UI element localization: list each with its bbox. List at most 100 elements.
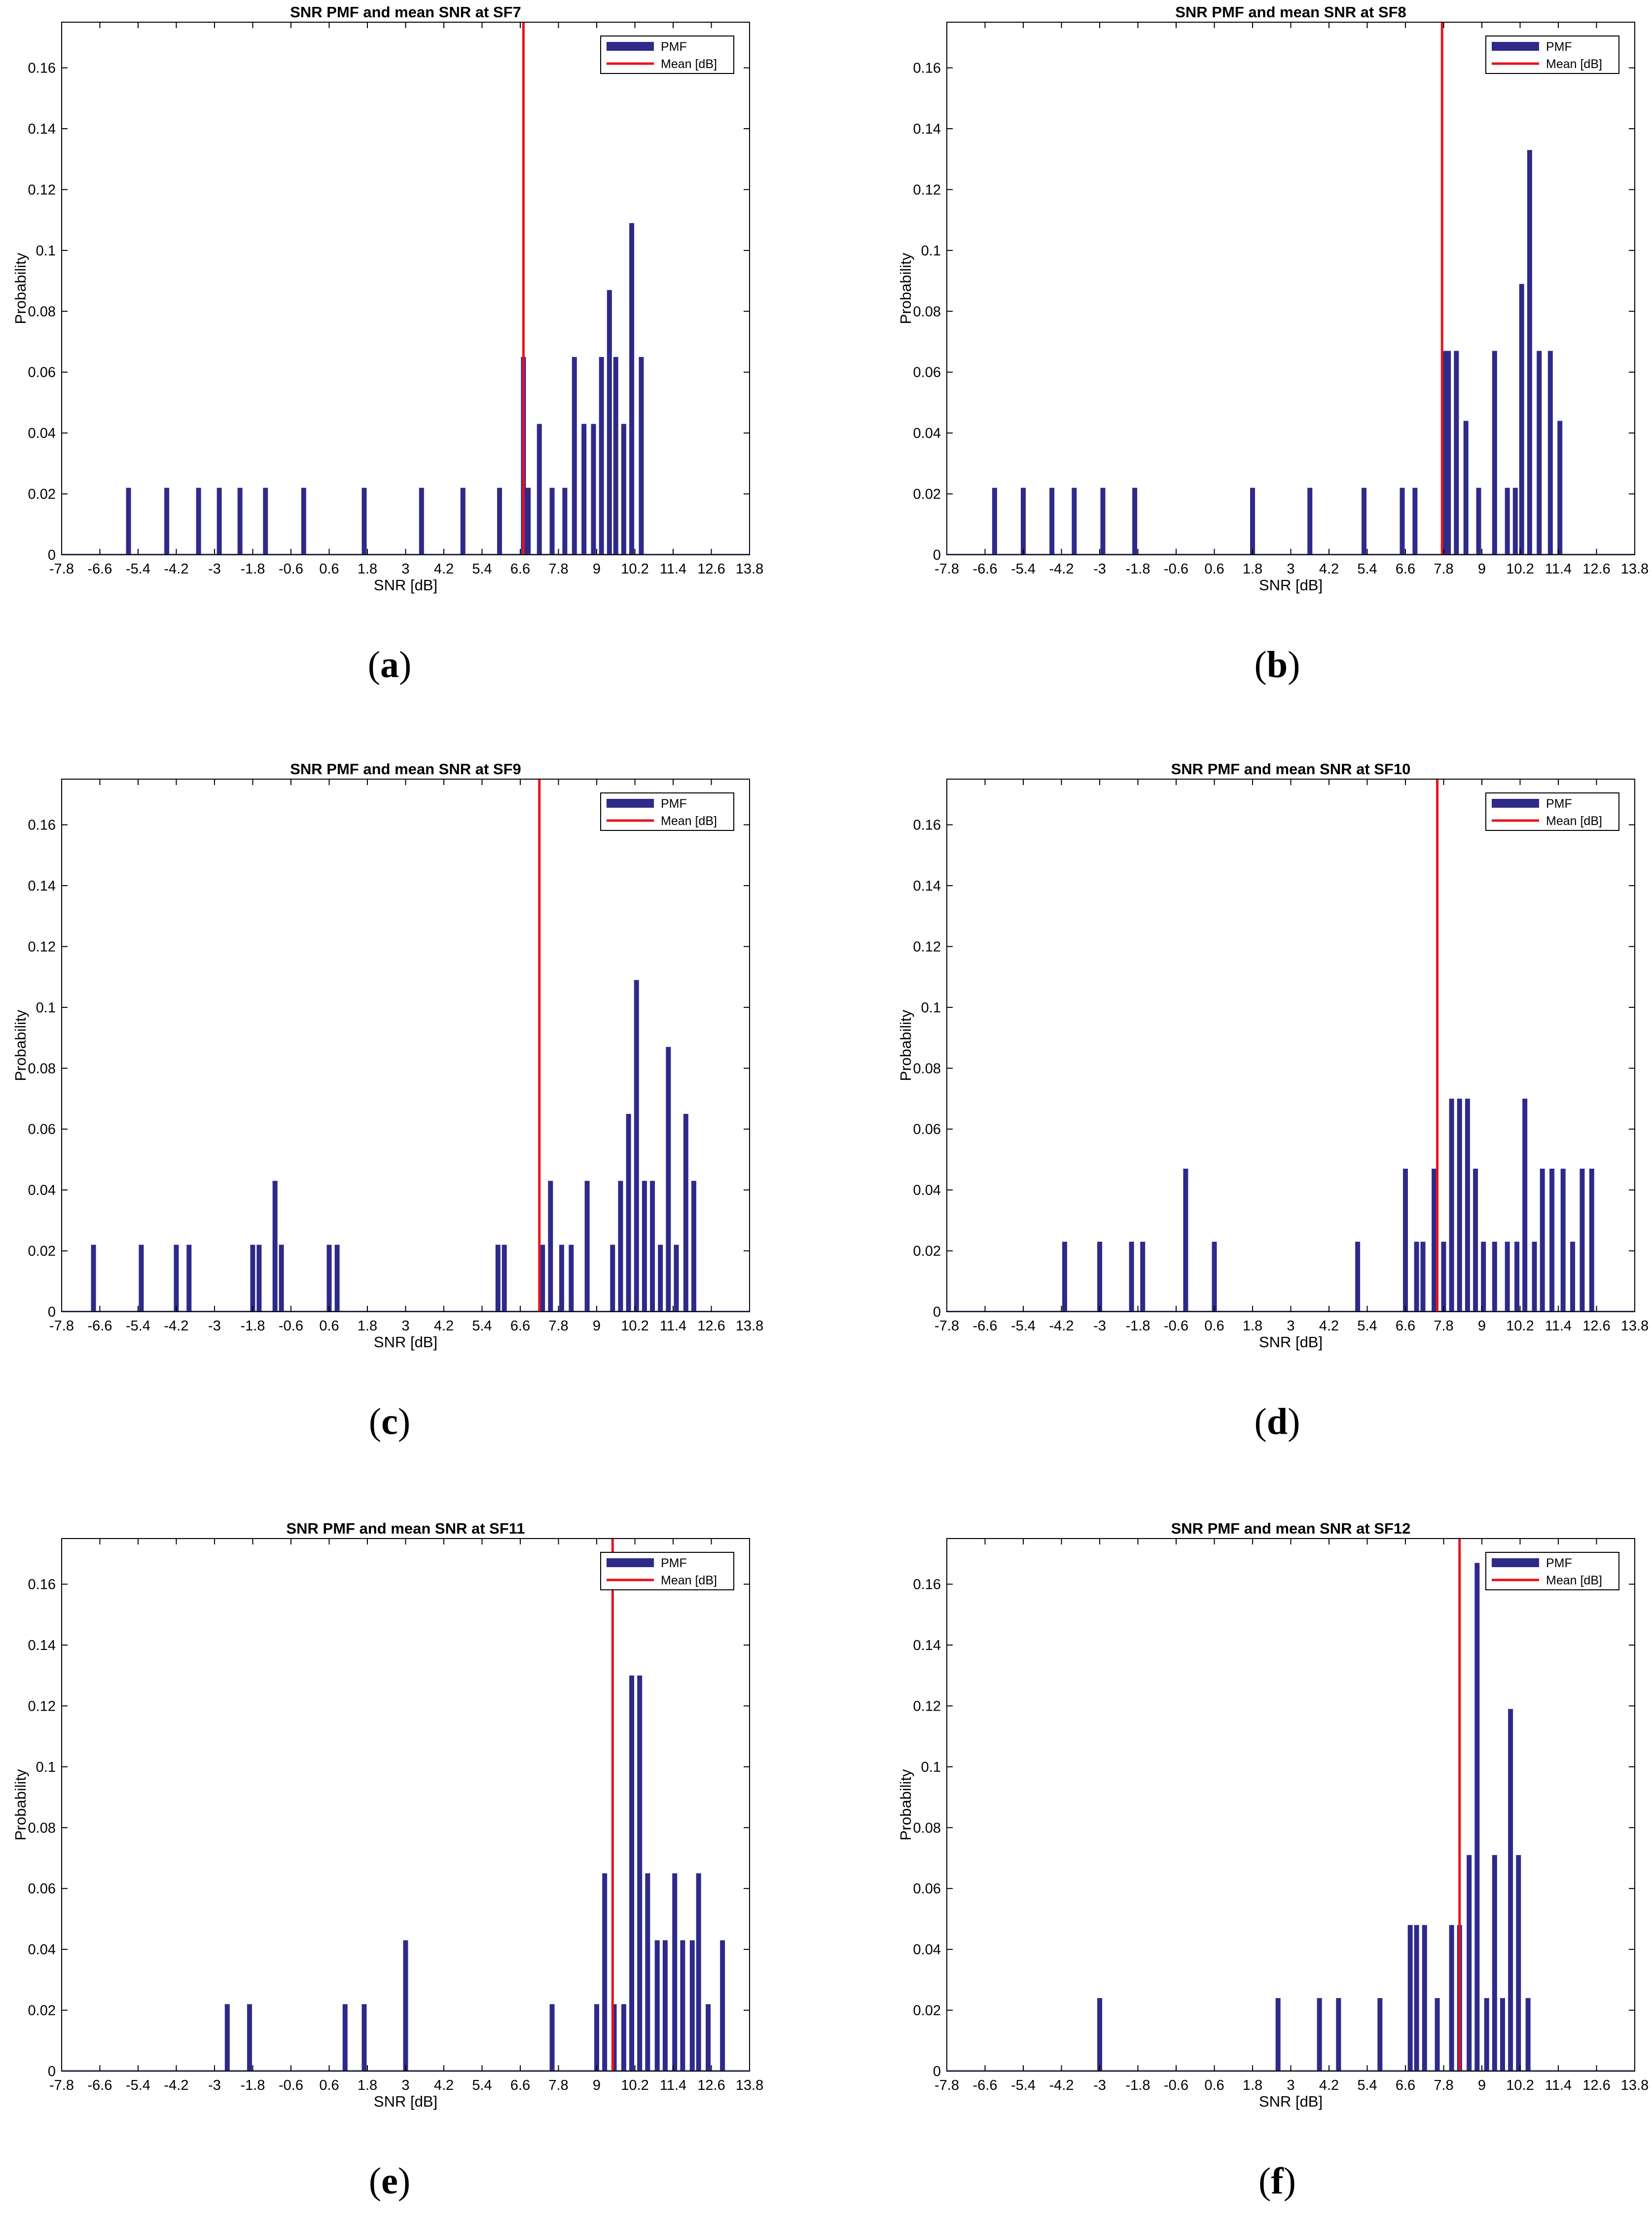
y-tick-label: 0.1 xyxy=(921,1000,941,1016)
x-tick-label: 12.6 xyxy=(1582,2078,1610,2093)
x-tick-label: 10.2 xyxy=(621,1318,648,1334)
x-tick-label: 7.8 xyxy=(548,1318,568,1334)
x-tick-label: 7.8 xyxy=(548,561,568,577)
pmf-bar xyxy=(1560,1168,1566,1312)
pmf-bar xyxy=(1463,421,1469,555)
x-axis-label: SNR [dB] xyxy=(374,1333,437,1351)
x-tick-label: 0.6 xyxy=(1204,2078,1224,2093)
pmf-bar xyxy=(1476,488,1481,555)
x-tick-label: 7.8 xyxy=(1434,561,1453,577)
pmf-bar xyxy=(584,1181,590,1312)
x-tick-label: 13.8 xyxy=(736,1318,763,1334)
y-tick-label: 0.06 xyxy=(913,365,941,381)
pmf-bar xyxy=(403,1940,408,2071)
x-tick-label: -1.8 xyxy=(1126,2078,1150,2093)
pmf-bar xyxy=(629,223,635,555)
pmf-bar xyxy=(495,1245,501,1312)
x-tick-label: -3 xyxy=(208,561,221,577)
legend-swatch-pmf xyxy=(1492,1558,1539,1567)
chart-title: SNR PMF and mean SNR at SF8 xyxy=(1175,3,1406,21)
pmf-bar xyxy=(639,357,644,555)
pmf-bar xyxy=(1540,1168,1545,1312)
pmf-bar xyxy=(1275,1998,1281,2071)
y-tick-label: 0.06 xyxy=(28,365,56,381)
pmf-bar xyxy=(1522,1099,1528,1312)
chart-c: SNR PMF and mean SNR at SF9-7.8 -6.6 -5.4-… xyxy=(12,760,763,1351)
x-tick-label: 1.8 xyxy=(1243,1318,1262,1334)
x-tick-label: 3 xyxy=(401,2078,409,2093)
pmf-bar xyxy=(1481,1242,1486,1312)
x-tick-label: 4.2 xyxy=(434,561,454,577)
pmf-bar xyxy=(689,1940,695,2071)
x-tick-label: 3 xyxy=(1287,1318,1294,1334)
x-tick-label: 9 xyxy=(1478,2078,1486,2093)
pmf-bar xyxy=(361,488,367,555)
x-tick-label: -5.4 xyxy=(126,561,150,577)
x-tick-label: 10.2 xyxy=(621,2078,648,2093)
y-tick-label: 0.12 xyxy=(913,939,941,955)
x-tick-label: 1.8 xyxy=(358,2078,377,2093)
pmf-bar xyxy=(680,1940,685,2071)
pmf-bar xyxy=(326,1245,332,1312)
pmf-bar xyxy=(1589,1168,1594,1312)
pmf-bar xyxy=(1505,488,1510,555)
pmf-bar xyxy=(1537,351,1542,555)
pmf-bar xyxy=(1100,488,1106,555)
x-tick-label: 0.6 xyxy=(319,561,339,577)
x-tick-label: 0.6 xyxy=(319,2078,339,2093)
pmf-bar xyxy=(1072,488,1077,555)
y-tick-label: 0.12 xyxy=(913,1698,941,1714)
y-tick-label: 0.08 xyxy=(913,304,941,320)
x-tick-label: 11.4 xyxy=(660,2078,686,2093)
y-axis-label: Probability xyxy=(897,1009,914,1081)
y-tick-label: 0.06 xyxy=(28,1881,56,1897)
legend: PMF Mean [dB] xyxy=(1485,1552,1619,1590)
pmf-bar xyxy=(1449,1925,1454,2071)
pmf-bar xyxy=(272,1181,278,1312)
x-tick-label: 13.8 xyxy=(1621,1318,1649,1334)
y-tick-label: 0.16 xyxy=(28,61,56,76)
x-tick-label: 11.4 xyxy=(1545,561,1572,577)
x-tick-label: 5.4 xyxy=(472,2078,492,2093)
pmf-bar xyxy=(599,357,604,555)
pmf-bar xyxy=(1492,351,1497,555)
x-tick-label: 7.8 xyxy=(1434,2078,1453,2093)
x-tick-label: 13.8 xyxy=(736,2078,763,2093)
y-tick-label: 0.14 xyxy=(913,1638,941,1653)
pmf-bar xyxy=(1183,1168,1188,1312)
x-tick-label: -5.4 xyxy=(1011,561,1036,577)
panel-label-d: (d) xyxy=(1254,1401,1300,1442)
x-tick-label: -5.4 xyxy=(126,1318,150,1334)
y-axis-label: Probability xyxy=(12,1009,29,1081)
pmf-bar xyxy=(626,1113,631,1312)
y-tick-label: 0.16 xyxy=(913,1577,941,1593)
x-tick-label: -5.4 xyxy=(1011,2078,1036,2093)
pmf-bar xyxy=(572,357,577,555)
y-tick-label: 0.04 xyxy=(913,1942,941,1958)
pmf-bar xyxy=(1525,1998,1531,2071)
pmf-bar xyxy=(1403,1168,1408,1312)
x-tick-label: 0.6 xyxy=(1204,561,1224,577)
pmf-bar xyxy=(91,1245,96,1312)
legend-label-mean: Mean [dB] xyxy=(1546,1574,1602,1587)
y-axis-label: Probability xyxy=(12,1769,29,1840)
x-tick-label: -4.2 xyxy=(1049,561,1074,577)
x-tick-label: 9 xyxy=(593,1318,601,1334)
legend-label-mean: Mean [dB] xyxy=(661,1574,717,1587)
x-tick-label: 4.2 xyxy=(1319,2078,1339,2093)
pmf-bar xyxy=(279,1245,284,1312)
y-tick-label: 0 xyxy=(48,547,56,563)
pmf-bar xyxy=(666,1047,671,1312)
x-tick-label: -4.2 xyxy=(164,2078,189,2093)
pmf-bar xyxy=(1500,1998,1505,2071)
chart-f: SNR PMF and mean SNR at SF12 -7.8 -6.6 -5.4… xyxy=(897,1520,1649,2110)
chart-title: SNR PMF and mean SNR at SF12 xyxy=(1171,1520,1411,1537)
x-axis-label: SNR [dB] xyxy=(374,2093,437,2110)
pmf-bar xyxy=(1465,1099,1470,1312)
panel-label-b: (b) xyxy=(1254,644,1300,685)
x-tick-label: 12.6 xyxy=(697,2078,725,2093)
x-tick-label: 4.2 xyxy=(1319,561,1339,577)
y-tick-label: 0.04 xyxy=(28,1183,56,1198)
pmf-bar xyxy=(460,488,466,555)
